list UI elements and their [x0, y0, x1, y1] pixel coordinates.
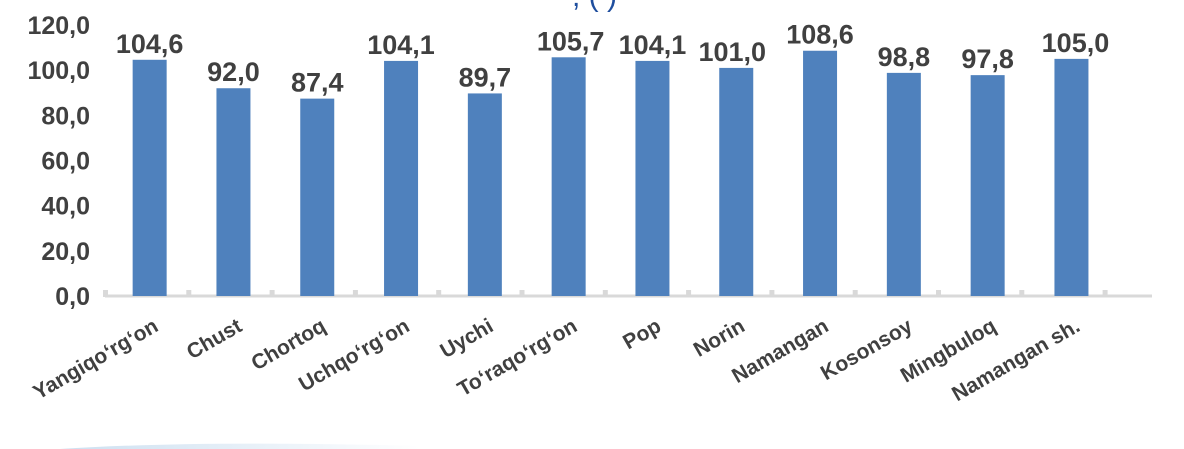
category-label: Norin: [690, 314, 749, 361]
y-axis: 0,0 20,0 40,0 60,0 80,0 100,0 120,0: [27, 12, 90, 311]
x-axis-tick: [1102, 290, 1108, 297]
data-label: 105,0: [1042, 28, 1110, 58]
bar: [970, 75, 1005, 296]
bar: [886, 72, 921, 296]
x-axis-tick: [352, 290, 358, 297]
chart-title-fragment: , ( ): [572, 0, 617, 13]
category-label: Uychi: [436, 314, 497, 363]
x-axis-tick: [852, 290, 858, 297]
category-label: Yangiqo‘rg‘on: [29, 314, 162, 404]
x-axis-tick: [686, 290, 692, 297]
data-labels: 104,6 92,0 87,4 104,1 89,7 105,7 104,1 101,0 108…: [116, 20, 1109, 98]
bar: [635, 60, 670, 296]
bar: [132, 59, 167, 296]
background-decoration: [60, 443, 420, 449]
y-tick-label: 100,0: [27, 57, 90, 85]
x-axis-tick: [519, 290, 525, 297]
category-label: Chust: [183, 314, 246, 364]
x-axis-tick: [769, 290, 775, 297]
bar: [300, 98, 335, 296]
data-label: 89,7: [459, 62, 512, 92]
data-label: 105,7: [537, 26, 605, 56]
bar: [384, 60, 419, 296]
x-axis-tick: [1019, 290, 1025, 297]
x-axis-tick: [602, 290, 608, 297]
background-swoosh: [60, 443, 420, 449]
x-axis-tick: [269, 290, 275, 297]
data-label: 104,1: [619, 30, 687, 60]
data-label: 108,6: [786, 20, 854, 50]
data-label: 97,8: [961, 44, 1014, 74]
bar-series: [132, 50, 1089, 297]
category-label: Pop: [619, 314, 665, 354]
data-label: 92,0: [207, 57, 260, 87]
x-axis-tick: [936, 290, 941, 297]
bar: [719, 67, 754, 297]
x-axis-tick: [103, 290, 108, 297]
x-axis-tick: [436, 290, 442, 297]
data-label: 87,4: [291, 68, 344, 98]
y-tick-label: 80,0: [41, 102, 90, 130]
y-tick-label: 120,0: [27, 12, 90, 40]
x-axis-tick: [186, 290, 192, 297]
data-label: 98,8: [878, 42, 931, 72]
category-label: Namangan: [728, 314, 832, 388]
y-tick-label: 40,0: [41, 193, 90, 221]
bar: [216, 88, 251, 296]
y-tick-label: 60,0: [41, 148, 90, 176]
data-label: 104,1: [367, 30, 435, 60]
bar: [551, 57, 586, 297]
bar: [803, 50, 838, 297]
y-tick-label: 0,0: [55, 283, 90, 311]
bar: [467, 93, 502, 297]
data-label: 104,6: [116, 29, 184, 59]
data-label: 101,0: [698, 37, 766, 67]
bar: [1054, 58, 1089, 296]
y-tick-label: 20,0: [41, 238, 90, 266]
